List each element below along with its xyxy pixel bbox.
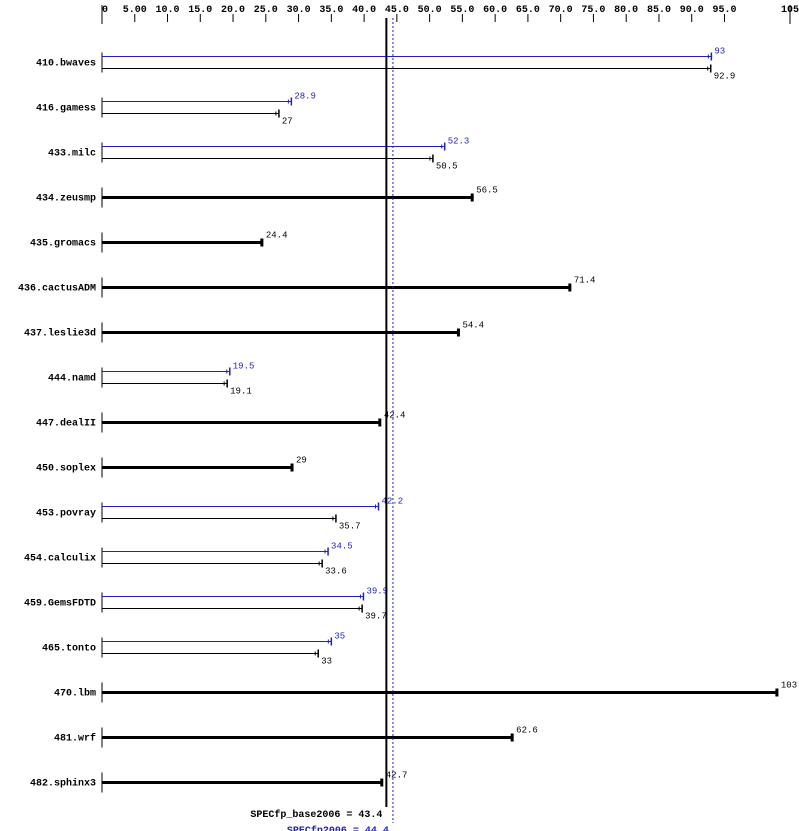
peak-value-label: 28.9 [294, 92, 316, 102]
spec-benchmark-chart: 0 5.00 10.0 15.0 20.0 25.0 30.0 35.0 40.0 45.0 50.… [0, 0, 799, 831]
benchmark-label: 470.lbm [54, 688, 96, 700]
axis-tick-label: 5.00 [123, 5, 147, 16]
peak-value-label: 19.5 [233, 362, 255, 372]
benchmark-label: 435.gromacs [30, 239, 96, 250]
axis-tick-label: 45.0 [385, 5, 409, 16]
peak-value-label: 39.9 [366, 587, 388, 597]
benchmark-row: 444.namd 19.5 19.1 [48, 362, 254, 397]
benchmark-label: 434.zeusmp [36, 194, 96, 205]
axis-tick-label: 15.0 [188, 5, 212, 16]
benchmark-row: 433.milc 52.3 50.5 [48, 137, 469, 172]
benchmark-label: 481.wrf [54, 733, 96, 745]
benchmark-label: 465.tonto [42, 644, 96, 655]
base-value-label: 50.5 [436, 162, 458, 172]
benchmark-label: 436.cactusADM [18, 284, 96, 295]
base-value-label: 56.5 [476, 186, 498, 196]
benchmark-row: 465.tonto 35 33 [42, 632, 345, 667]
peak-value-label: 35 [334, 632, 345, 642]
axis-tick-label: 65.0 [516, 5, 540, 16]
axis-tick-label: 40.0 [352, 5, 376, 16]
benchmark-row: 436.cactusADM 71.4 [18, 276, 595, 298]
axis-tick-label: 20.0 [221, 5, 245, 16]
axis-tick-label: 0 [102, 5, 108, 16]
base-value-label: 33.6 [325, 567, 347, 577]
axis-tick-label: 10.0 [156, 5, 180, 16]
axis-tick-label: 75.0 [581, 5, 605, 16]
benchmark-label: 482.sphinx3 [30, 778, 96, 790]
benchmark-row: 435.gromacs 24.4 [30, 231, 288, 253]
benchmark-label: 437.leslie3d [24, 328, 96, 340]
axis-tick-label: 95.0 [712, 5, 736, 16]
benchmark-row: 447.dealII42.4 [36, 411, 405, 433]
peak-value-label: 34.5 [331, 542, 353, 552]
axis-tick-label: 50.0 [418, 5, 442, 16]
benchmark-label: 454.calculix [24, 553, 96, 565]
benchmark-label: 459.GemsFDTD [24, 599, 96, 610]
base-value-label: 92.9 [714, 72, 736, 82]
benchmark-row: 437.leslie3d 54.4 [24, 321, 484, 343]
benchmark-row: 416.gamess 28.9 27 [36, 92, 316, 127]
base-value-label: 19.1 [230, 387, 252, 397]
benchmark-row: 453.povray 42.2 35.7 [36, 497, 403, 532]
base-value-label: 27 [282, 117, 293, 127]
axis-tick-label: 30.0 [287, 5, 311, 16]
peak-value-label: 52.3 [448, 137, 470, 147]
base-value-label: 39.7 [365, 612, 387, 622]
benchmark-label: 433.milc [48, 148, 96, 160]
peak-value-label: 42.2 [382, 497, 404, 507]
benchmark-row: 459.GemsFDTD 39.9 39.7 [24, 587, 388, 622]
benchmark-row: 450.soplex 29 [36, 456, 307, 478]
base-value-label: 35.7 [339, 522, 361, 532]
benchmark-row: 482.sphinx3 42.7 [30, 771, 407, 793]
benchmark-label: 447.dealII [36, 418, 96, 430]
benchmark-rows: 410.bwaves 93 92.9 416.gamess 28.9 27 433.milc… [18, 47, 797, 793]
base-value-label: 33 [321, 657, 332, 667]
ref-label-base: SPECfp_base2006 = 43.4 [250, 809, 382, 821]
axis-tick-label: 35.0 [319, 5, 343, 16]
axis-tick-label: 80.0 [614, 5, 638, 16]
base-value-label: 24.4 [266, 231, 288, 241]
benchmark-row: 434.zeusmp 56.5 [36, 186, 498, 208]
benchmark-label: 416.gamess [36, 104, 96, 115]
base-value-label: 71.4 [574, 276, 596, 286]
benchmark-row: 470.lbm 103 [54, 681, 797, 703]
axis-tick-label: 25.0 [254, 5, 278, 16]
x-axis: 0 5.00 10.0 15.0 20.0 25.0 30.0 35.0 40.0 45.0 50.… [102, 5, 799, 24]
axis-tick-label: 55.0 [450, 5, 474, 16]
axis-tick-label: 70.0 [549, 5, 573, 16]
benchmark-label: 410.bwaves [36, 58, 96, 70]
axis-tick-label: 60.0 [483, 5, 507, 16]
base-value-label: 29 [296, 456, 307, 466]
peak-value-label: 93 [714, 47, 725, 57]
benchmark-label: 444.namd [48, 373, 96, 385]
benchmark-label: 453.povray [36, 509, 96, 520]
axis-tick-label: 105 [781, 5, 799, 16]
benchmark-row: 481.wrf 62.6 [54, 726, 538, 748]
base-value-label: 62.6 [516, 726, 538, 736]
base-value-label: 103 [781, 681, 797, 691]
base-value-label: 54.4 [462, 321, 484, 331]
benchmark-label: 450.soplex [36, 463, 96, 475]
reference-lines: SPECfp_base2006 = 43.4 SPECfp2006 = 44.4 [250, 18, 393, 831]
base-value-label: 42.7 [386, 771, 408, 781]
axis-tick-label: 90.0 [680, 5, 704, 16]
axis-tick-label: 85.0 [647, 5, 671, 16]
ref-label-peak: SPECfp2006 = 44.4 [287, 825, 389, 831]
benchmark-row: 454.calculix 34.5 33.6 [24, 542, 353, 577]
